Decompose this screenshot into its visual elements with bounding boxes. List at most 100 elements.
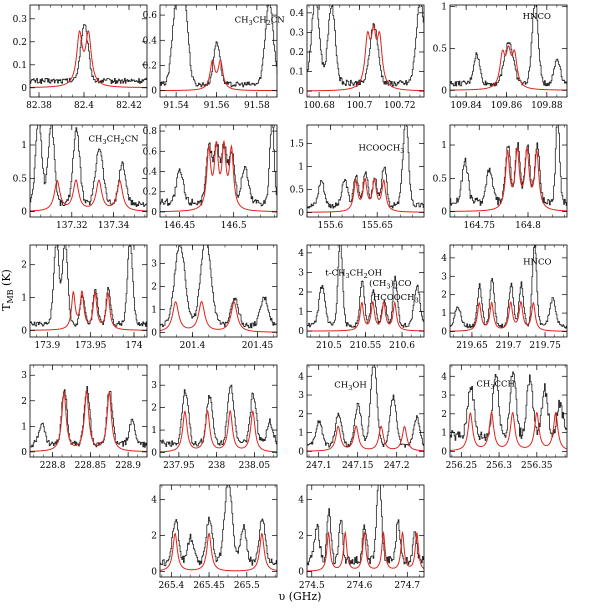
y-tick-label: 0.1: [13, 61, 27, 71]
model-spectrum: [307, 24, 424, 92]
x-tick-label: 82.4: [74, 101, 94, 111]
y-tick-label: 0.2: [143, 61, 157, 71]
x-tick-label: 201.45: [242, 341, 274, 351]
observed-spectrum: [307, 245, 424, 328]
x-tick-label: 91.58: [244, 101, 270, 111]
model-spectrum: [307, 300, 424, 332]
x-tick-label: 237.95: [163, 461, 195, 471]
y-tick-label: 3: [151, 259, 157, 269]
y-tick-label: 2: [441, 291, 447, 301]
y-tick-label: 4: [151, 495, 157, 505]
x-tick-label: 256.3: [486, 461, 512, 471]
chart-panel-5: 137.32 137.34 0 0.5 1 CH3CH2CN: [13, 124, 148, 231]
y-tick-label: 1: [441, 429, 447, 439]
x-tick-label: 173.95: [75, 341, 107, 351]
x-tick-label: 91.54: [163, 101, 189, 111]
x-tick-label: 146.5: [221, 221, 247, 231]
x-tick-label: 137.32: [56, 221, 88, 231]
x-tick-label: 238: [208, 461, 225, 471]
y-tick-label: 2: [298, 288, 304, 298]
model-spectrum: [307, 530, 424, 572]
x-tick-label: 228.85: [75, 461, 107, 471]
x-tick-label: 100.68: [303, 101, 335, 111]
y-tick-label: 0.3: [13, 15, 28, 25]
model-spectrum: [30, 179, 147, 212]
y-tick-label: 1.5: [290, 139, 305, 149]
observed-spectrum: [160, 125, 277, 207]
y-tick-label: 4: [298, 495, 304, 505]
panel-frame: [306, 244, 425, 338]
y-tick-label: 0: [298, 447, 304, 457]
observed-spectrum: [450, 5, 567, 87]
x-tick-label: 146.45: [164, 221, 196, 231]
y-axis-label: TMB (K): [0, 269, 15, 311]
y-tick-label: 0.6: [143, 147, 158, 157]
y-tick-label: 1: [441, 141, 447, 151]
y-tick-label: 0: [441, 86, 447, 96]
observed-spectrum: [30, 245, 147, 327]
y-tick-label: 0.5: [290, 185, 305, 195]
model-spectrum: [450, 300, 567, 332]
panel-frame: [159, 244, 278, 338]
x-tick-label: 247.2: [384, 461, 410, 471]
observed-spectrum: [160, 5, 277, 88]
observed-spectrum: [160, 245, 277, 329]
y-tick-label: 3: [151, 381, 157, 391]
y-tick-label: 0: [21, 208, 27, 218]
x-tick-label: 109.84: [450, 101, 482, 111]
x-tick-label: 173.9: [34, 341, 60, 351]
chart-panel-15: 247.1 247.15 247.2 0 1 2 3 4 CH3OH: [298, 364, 425, 471]
y-tick-label: 3: [298, 391, 304, 401]
x-tick-label: 210.55: [350, 341, 382, 351]
observed-spectrum: [30, 386, 147, 448]
x-tick-label: 228.9: [115, 461, 141, 471]
y-tick-label: 4: [298, 249, 304, 259]
y-tick-label: 1: [21, 294, 27, 304]
line-annotation: HCOOCH3: [358, 143, 404, 155]
chart-panel-16: 256.25 256.3 256.35 0 1 2 3 4 CH3CCH: [441, 364, 568, 471]
x-tick-label: 164.75: [464, 221, 496, 231]
x-tick-label: 137.34: [98, 221, 130, 231]
panel-frame: [449, 4, 568, 98]
x-tick-label: 265.45: [193, 581, 225, 591]
chart-panel-13: 228.8 228.85 228.9 0 1 2 3: [21, 364, 148, 471]
chart-panel-7: 155.6 155.65 0 0.5 1 1.5 HCOOCH3: [290, 124, 425, 231]
y-tick-label: 1: [298, 429, 304, 439]
y-tick-label: 0.2: [290, 48, 304, 58]
model-spectrum: [450, 45, 567, 91]
panel-frame: [159, 124, 278, 218]
y-tick-label: 0: [441, 327, 447, 337]
x-tick-label: 274.5: [299, 581, 325, 591]
panel-frame: [159, 4, 278, 98]
chart-panel-17: 265.4 265.45 265.5 0 2 4: [151, 484, 278, 591]
observed-spectrum: [450, 125, 567, 206]
y-tick-label: 0: [21, 448, 27, 458]
y-tick-label: 2: [151, 532, 157, 542]
observed-spectrum: [160, 384, 277, 447]
x-tick-label: 100.72: [384, 101, 416, 111]
chart-panel-14: 237.95 238 238.05 0 1 2 3: [151, 364, 278, 471]
y-tick-label: 0: [298, 87, 304, 97]
y-tick-label: 2: [151, 404, 157, 414]
y-tick-label: 0: [151, 568, 157, 578]
chart-panel-3: 100.68 100.7 100.72 0 0.1 0.2 0.3 0.4: [290, 4, 425, 111]
y-tick-label: 0: [151, 87, 157, 97]
model-spectrum: [160, 532, 277, 572]
x-tick-label: 82.42: [116, 101, 142, 111]
panel-grid: 82.38 82.4 82.42 0 0.1 0.2 0.3 91.54 91.56 91.58 0…: [13, 3, 568, 591]
chart-panel-8: 164.75 164.8 0 0.5 1: [433, 124, 568, 231]
panel-frame: [29, 4, 148, 98]
x-tick-label: 219.75: [529, 341, 561, 351]
panel-frame: [29, 364, 148, 458]
y-tick-label: 2: [151, 282, 157, 292]
y-tick-label: 3: [441, 391, 447, 401]
y-tick-label: 1: [441, 3, 447, 13]
observed-spectrum: [307, 125, 424, 209]
y-tick-label: 4: [441, 372, 447, 382]
x-tick-label: 274.7: [394, 581, 420, 591]
panel-frame: [29, 244, 148, 338]
x-tick-label: 164.8: [515, 221, 541, 231]
model-spectrum: [160, 301, 277, 333]
y-tick-label: 1: [151, 426, 157, 436]
chart-panel-4: 109.84 109.86 109.88 0 0.5 1 HNCO: [433, 3, 568, 111]
